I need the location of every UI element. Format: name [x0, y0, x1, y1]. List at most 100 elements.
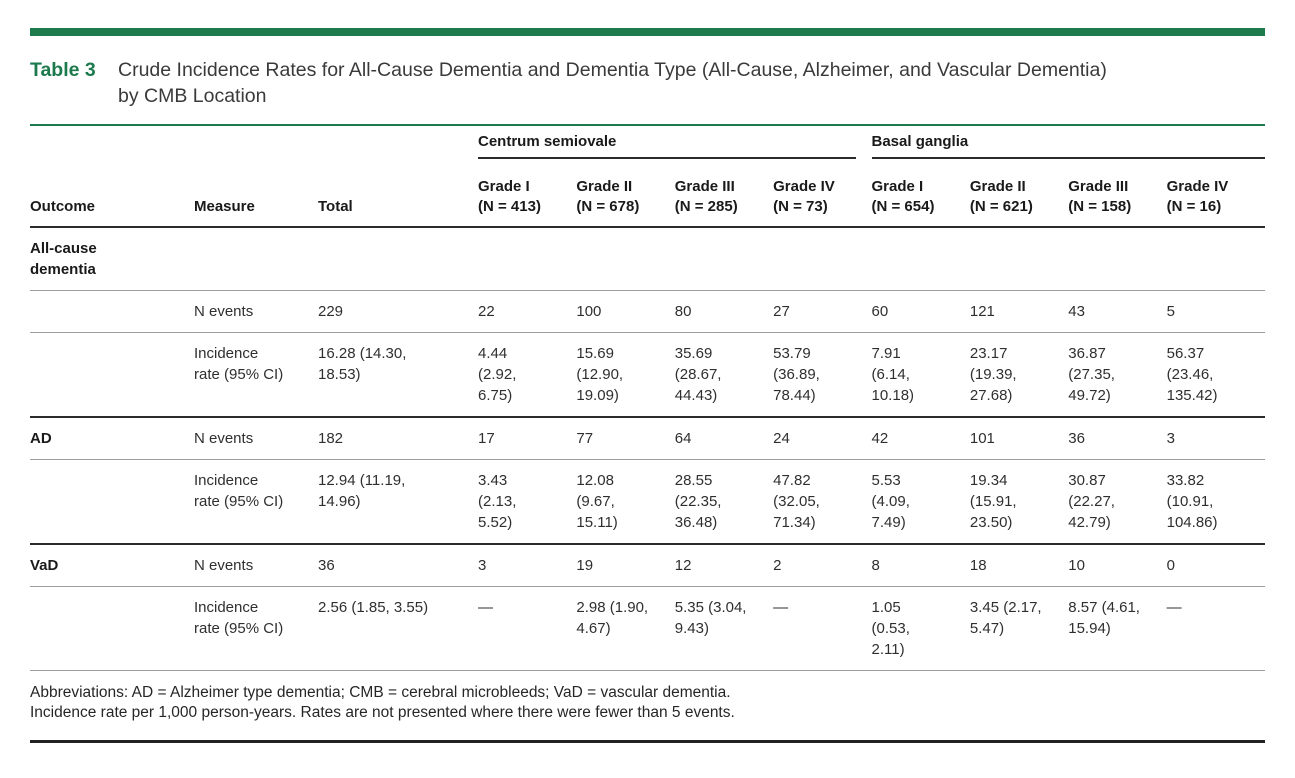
- table-top-rule: [30, 124, 1265, 126]
- column-header: Grade I (N = 413): [478, 159, 577, 228]
- table-cell: 5.35 (3.04, 9.43): [674, 586, 774, 671]
- table-cell: 10: [1068, 544, 1167, 587]
- table-cell: [969, 227, 1069, 291]
- table-cell: 5: [1166, 290, 1265, 333]
- column-group-header: Basal ganglia: [871, 126, 1265, 159]
- table-cell: 77: [576, 417, 675, 460]
- table-cell: Incidence rate (95% CI): [194, 459, 318, 545]
- table-cell: N events: [194, 417, 318, 460]
- table-cell: 5.53 (4.09, 7.49): [871, 459, 970, 545]
- table-cell: 33.82 (10.91, 104.86): [1166, 459, 1265, 545]
- column-header: Grade I (N = 654): [871, 159, 970, 228]
- table-body: All-cause dementia N events 229 22 100 80 27 60…: [30, 227, 1265, 671]
- outcome-cell: AD: [30, 417, 194, 460]
- table-cell: 0: [1166, 544, 1265, 587]
- table-cell: Incidence rate (95% CI): [194, 586, 318, 671]
- page: Table 3 Crude Incidence Rates for All-Ca…: [30, 28, 1265, 743]
- footnote-abbreviations: Abbreviations: AD = Alzheimer type demen…: [30, 684, 731, 701]
- table-row: AD N events 182 17 77 64 24 42 101 36 3: [30, 417, 1265, 460]
- table-cell: [478, 227, 577, 291]
- table-cell: 36.87 (27.35, 49.72): [1068, 332, 1167, 418]
- table-cell: 53.79 (36.89, 78.44): [773, 332, 872, 418]
- table-cell: 12.08 (9.67, 15.11): [576, 459, 675, 545]
- footnotes: Abbreviations: AD = Alzheimer type demen…: [30, 683, 1265, 723]
- table-cell: 121: [969, 290, 1069, 333]
- table-cell: 19: [576, 544, 675, 587]
- column-group-label: Centrum semiovale: [478, 132, 856, 159]
- table-cell: 182: [318, 417, 478, 460]
- column-header: Grade III (N = 158): [1068, 159, 1167, 228]
- footnote-rate-note: Incidence rate per 1,000 person-years. R…: [30, 704, 735, 721]
- table-cell: [1068, 227, 1167, 291]
- table-cell: 35.69 (28.67, 44.43): [674, 332, 774, 418]
- table-cell: 12: [674, 544, 774, 587]
- outcome-cell: [30, 290, 194, 333]
- table-cell: N events: [194, 544, 318, 587]
- column-header: Grade IV (N = 16): [1166, 159, 1265, 228]
- table-row: N events 229 22 100 80 27 60 121 43 5: [30, 290, 1265, 333]
- table-cell: [871, 227, 970, 291]
- table-cell: 27: [773, 290, 872, 333]
- incidence-rates-table: Centrum semiovale Basal ganglia Outcome Me…: [30, 126, 1265, 671]
- table-cell: 100: [576, 290, 675, 333]
- group-header-row: Centrum semiovale Basal ganglia: [30, 126, 1265, 159]
- table-cell: 3.43 (2.13, 5.52): [478, 459, 577, 545]
- top-accent-bar: [30, 28, 1265, 36]
- table-cell: [674, 227, 774, 291]
- column-header: Outcome: [30, 159, 194, 228]
- outcome-cell: [30, 586, 194, 671]
- column-group-header: Centrum semiovale: [478, 126, 872, 159]
- outcome-cell: [30, 332, 194, 418]
- table-cell: 3.45 (2.17, 5.47): [969, 586, 1069, 671]
- table-cell: 2.98 (1.90, 4.67): [576, 586, 675, 671]
- table-cell: 3: [1166, 417, 1265, 460]
- table-cell: Incidence rate (95% CI): [194, 332, 318, 418]
- table-cell: 36: [1068, 417, 1167, 460]
- table-cell: 80: [674, 290, 774, 333]
- table-cell: 101: [969, 417, 1069, 460]
- table-cell: 8.57 (4.61, 15.94): [1068, 586, 1167, 671]
- table-cell: 12.94 (11.19, 14.96): [318, 459, 478, 545]
- table-cell: 17: [478, 417, 577, 460]
- table-cell: —: [773, 586, 872, 671]
- table-cell: —: [1166, 586, 1265, 671]
- table-cell: 64: [674, 417, 774, 460]
- table-cell: [194, 227, 318, 291]
- column-group-label: Basal ganglia: [871, 132, 1265, 159]
- table-cell: 16.28 (14.30, 18.53): [318, 332, 478, 418]
- table-cell: 3: [478, 544, 577, 587]
- table-cell: 18: [969, 544, 1069, 587]
- table-cell: 60: [871, 290, 970, 333]
- table-cell: [1166, 227, 1265, 291]
- table-cell: 24: [773, 417, 872, 460]
- table-head: Centrum semiovale Basal ganglia Outcome Me…: [30, 126, 1265, 228]
- table-cell: 19.34 (15.91, 23.50): [969, 459, 1069, 545]
- table-cell: 7.91 (6.14, 10.18): [871, 332, 970, 418]
- outcome-cell: VaD: [30, 544, 194, 587]
- table-cell: 2: [773, 544, 872, 587]
- table-cell: 30.87 (22.27, 42.79): [1068, 459, 1167, 545]
- column-group-spacer: [30, 126, 478, 159]
- table-cell: 15.69 (12.90, 19.09): [576, 332, 675, 418]
- table-cell: 4.44 (2.92, 6.75): [478, 332, 577, 418]
- table-title: Crude Incidence Rates for All-Cause Deme…: [118, 59, 1107, 107]
- column-header: Grade II (N = 621): [969, 159, 1069, 228]
- column-header: Grade IV (N = 73): [773, 159, 872, 228]
- table-cell: 23.17 (19.39, 27.68): [969, 332, 1069, 418]
- table-cell: 2.56 (1.85, 3.55): [318, 586, 478, 671]
- table-cell: 42: [871, 417, 970, 460]
- table-cell: 22: [478, 290, 577, 333]
- table-cell: N events: [194, 290, 318, 333]
- table-cell: 47.82 (32.05, 71.34): [773, 459, 872, 545]
- table-cell: 28.55 (22.35, 36.48): [674, 459, 774, 545]
- column-header-row: Outcome Measure Total Grade I (N = 413) Grad…: [30, 159, 1265, 228]
- outcome-cell: [30, 459, 194, 545]
- table-cell: 43: [1068, 290, 1167, 333]
- column-header: Total: [318, 159, 478, 228]
- table-row: All-cause dementia: [30, 227, 1265, 291]
- table-caption: Table 3 Crude Incidence Rates for All-Ca…: [30, 57, 1265, 109]
- table-row: Incidence rate (95% CI) 16.28 (14.30, 18.…: [30, 332, 1265, 418]
- table-row: VaD N events 36 3 19 12 2 8 18 10 0: [30, 544, 1265, 587]
- table-cell: [773, 227, 872, 291]
- bottom-rule: [30, 740, 1265, 743]
